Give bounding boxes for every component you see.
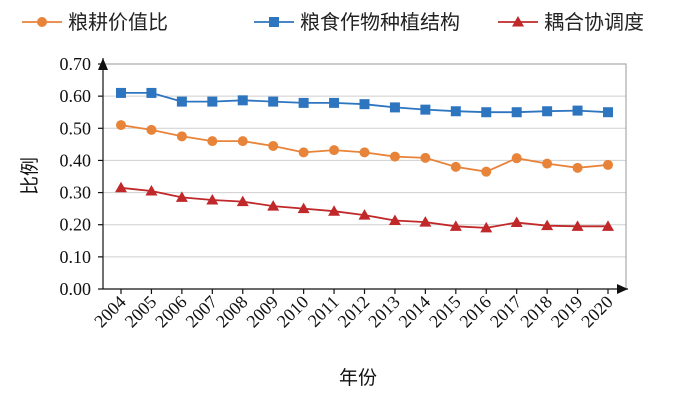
legend-label: 粮耕价值比 (68, 10, 168, 34)
legend-item: 粮耕价值比 (22, 10, 168, 34)
y-tick-label: 0.50 (60, 118, 92, 138)
x-tick-label: 2011 (304, 292, 343, 331)
data-point (450, 161, 461, 172)
data-point (420, 152, 431, 163)
x-tick-label: 2019 (547, 292, 587, 332)
data-point (145, 184, 158, 196)
y-tick-label: 0.20 (60, 215, 92, 235)
legend-marker (512, 16, 524, 27)
x-tick-label: 2012 (334, 292, 374, 332)
data-point (389, 151, 400, 162)
data-point (146, 124, 157, 135)
data-point (511, 153, 522, 164)
x-tick-label: 2013 (364, 292, 404, 332)
data-point (359, 147, 370, 158)
legend-label: 粮食作物种植结构 (300, 10, 460, 34)
y-axis-ticks: 0.00 0.10 0.20 0.30 0.40 0.50 0.60 0.70 (60, 54, 103, 299)
data-point (419, 216, 432, 227)
data-point (542, 158, 553, 169)
data-point (236, 195, 249, 207)
y-tick-label: 0.70 (60, 54, 92, 74)
data-point (572, 162, 583, 173)
y-tick-label: 0.30 (60, 183, 92, 203)
data-point (602, 220, 614, 231)
series-layer (115, 87, 614, 233)
x-tick-label: 2009 (242, 292, 282, 332)
data-point (207, 136, 218, 147)
data-point (511, 107, 522, 118)
data-point (510, 216, 523, 227)
y-tick-label: 0.10 (60, 247, 92, 267)
x-axis-ticks: 2004200520062007200820092010201120122013… (90, 289, 617, 331)
x-tick-label: 2018 (516, 292, 556, 332)
data-point (146, 87, 157, 98)
data-point (328, 205, 341, 216)
x-axis-title: 年份 (339, 367, 377, 389)
legend-marker (269, 17, 279, 27)
x-tick-label: 2010 (273, 292, 313, 332)
data-point (298, 97, 309, 108)
x-tick-label: 2014 (395, 292, 435, 332)
legend-item: 耦合协调度 (498, 10, 644, 34)
series-1 (116, 120, 613, 177)
x-tick-label: 2020 (577, 292, 617, 332)
legend-label: 耦合协调度 (544, 10, 644, 34)
x-tick-label: 2005 (121, 292, 161, 332)
data-point (603, 107, 613, 118)
x-tick-label: 2004 (90, 292, 130, 332)
data-point (176, 131, 187, 142)
y-tick-label: 0.40 (60, 150, 92, 170)
data-point (297, 202, 310, 214)
data-point (449, 220, 462, 231)
y-tick-label: 0.60 (60, 86, 92, 106)
y-tick-label: 0.00 (60, 279, 92, 299)
legend-item: 粮食作物种植结构 (254, 10, 460, 34)
data-point (267, 200, 280, 211)
data-point (420, 104, 431, 115)
data-point (206, 193, 219, 205)
data-point (359, 99, 370, 110)
legend: 粮耕价值比 粮食作物种植结构 耦合协调度 (22, 10, 644, 34)
data-point (176, 96, 187, 107)
x-tick-label: 2017 (486, 292, 526, 332)
data-point (329, 97, 340, 108)
x-tick-label: 2006 (151, 292, 191, 332)
data-point (237, 95, 248, 106)
data-point (481, 107, 492, 118)
data-point (115, 181, 127, 193)
series-3 (115, 181, 614, 233)
data-point (175, 191, 188, 202)
data-point (298, 147, 309, 158)
data-point (388, 214, 401, 226)
data-point (571, 220, 584, 231)
data-point (541, 219, 554, 231)
data-point (329, 145, 340, 156)
data-point (116, 120, 126, 131)
data-point (542, 106, 553, 117)
data-point (358, 209, 371, 220)
data-point (268, 140, 279, 151)
data-point (450, 106, 461, 117)
x-tick-label: 2015 (425, 292, 465, 332)
series-2 (116, 87, 613, 118)
data-point (207, 96, 218, 107)
x-tick-label: 2008 (212, 292, 252, 332)
data-point (268, 96, 279, 107)
x-axis-arrow (617, 284, 628, 294)
data-point (237, 136, 248, 147)
data-point (572, 105, 583, 116)
series-line (120, 186, 608, 229)
data-point (116, 87, 126, 98)
x-tick-label: 2007 (182, 292, 222, 332)
legend-marker (37, 17, 47, 27)
data-point (389, 102, 400, 113)
x-tick-label: 2016 (455, 292, 495, 332)
data-point (481, 166, 492, 177)
axes (98, 58, 628, 294)
data-point (480, 221, 493, 233)
y-axis-title: 比例 (19, 157, 41, 195)
data-point (603, 159, 613, 170)
